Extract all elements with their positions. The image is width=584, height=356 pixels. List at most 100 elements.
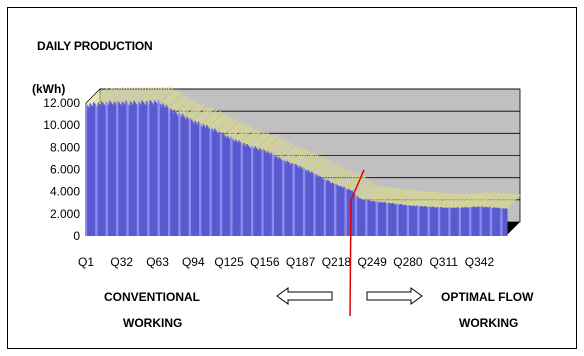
bar-front	[448, 207, 450, 236]
bar-front	[474, 207, 477, 236]
bar	[232, 126, 248, 236]
bar-top	[417, 191, 433, 206]
bar-front	[193, 123, 195, 236]
bar	[302, 153, 319, 236]
bar	[189, 103, 205, 236]
bar-front	[181, 113, 184, 236]
bar-front	[450, 207, 453, 236]
bar	[229, 125, 245, 236]
bar	[169, 97, 185, 236]
bar-front	[356, 195, 358, 236]
bar-top	[297, 152, 313, 167]
bar-top	[472, 192, 488, 207]
conventional-working-label: WORKING	[123, 316, 183, 330]
bar	[193, 109, 209, 236]
bar-front	[323, 178, 326, 236]
bar-front	[275, 155, 277, 236]
bar-top	[404, 190, 420, 205]
y-axis-unit: (kWh)	[32, 82, 66, 96]
bar-top	[292, 150, 308, 165]
bar-front	[344, 187, 347, 236]
bar	[223, 120, 239, 236]
bar-front	[405, 205, 408, 236]
bar	[335, 169, 351, 236]
bar	[429, 192, 445, 236]
bar-front	[336, 184, 338, 236]
bar	[449, 193, 465, 236]
bar	[409, 191, 425, 236]
bar-front	[232, 140, 235, 236]
bar	[218, 117, 234, 236]
bar-front	[339, 185, 342, 236]
x-tick-label: Q1	[78, 255, 94, 269]
bar-top	[337, 171, 353, 186]
bar-top	[210, 113, 226, 128]
bar-front	[306, 171, 308, 236]
bar-front	[172, 112, 175, 236]
bar-top	[211, 115, 227, 130]
bar-top	[142, 88, 158, 103]
bar-top	[224, 122, 240, 137]
bar-front	[412, 205, 415, 236]
bar-top	[336, 170, 352, 185]
x-tick-label: Q94	[182, 255, 205, 269]
bar-front	[219, 133, 222, 236]
bar-front	[457, 207, 460, 236]
bar	[477, 192, 493, 236]
bar-top	[324, 165, 340, 180]
bar-front	[95, 105, 97, 236]
bar-top	[296, 151, 312, 166]
bar	[238, 126, 254, 236]
bar-front	[137, 101, 140, 236]
left-arrow-icon	[276, 287, 333, 305]
bar-front	[136, 105, 139, 236]
bar	[496, 193, 512, 236]
bar	[417, 191, 433, 236]
bar-top	[185, 105, 201, 120]
bar-top	[347, 174, 364, 189]
bar	[474, 193, 490, 236]
bar-top	[444, 193, 460, 208]
bar-top	[97, 88, 113, 103]
bar	[242, 128, 259, 236]
y-tick-label: 8.000	[50, 140, 80, 154]
bar	[461, 193, 477, 236]
bar-top	[359, 184, 375, 199]
bar-top	[240, 129, 256, 144]
bar	[186, 102, 202, 236]
bar-top	[341, 172, 357, 187]
bar-front	[283, 159, 285, 236]
bar	[402, 190, 418, 236]
bar-top	[259, 134, 275, 149]
bar	[481, 192, 497, 236]
bar	[256, 135, 272, 236]
bar-front	[171, 110, 173, 236]
bar	[201, 112, 217, 236]
bar-front	[384, 202, 387, 236]
bar-front	[469, 206, 471, 236]
bar-front	[148, 104, 150, 236]
bar	[341, 172, 357, 236]
bar-top	[246, 130, 262, 145]
bar-front	[245, 146, 247, 236]
bar-front	[204, 127, 207, 236]
bar-top	[101, 87, 117, 102]
bar-front	[244, 144, 246, 236]
bar	[237, 128, 253, 236]
bar	[221, 121, 237, 236]
bar-front	[433, 206, 435, 236]
bar-front	[495, 208, 498, 236]
bar-front	[416, 205, 418, 236]
bar-top	[206, 110, 222, 125]
bar	[254, 132, 270, 236]
bar	[436, 192, 452, 236]
bar-front	[270, 152, 273, 236]
bar	[454, 193, 470, 236]
x-tick-label: Q280	[393, 255, 423, 269]
bar-top	[271, 140, 287, 155]
bar-top	[494, 193, 510, 208]
bar-front	[150, 101, 153, 236]
bar-front	[157, 99, 160, 236]
bar	[259, 134, 275, 236]
bar-top	[200, 111, 216, 126]
